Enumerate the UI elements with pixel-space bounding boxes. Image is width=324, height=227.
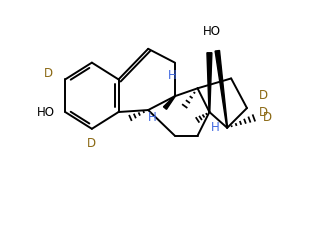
Text: D: D: [87, 137, 97, 150]
Polygon shape: [207, 53, 212, 112]
Text: H: H: [168, 69, 176, 82]
Text: D: D: [259, 106, 268, 118]
Text: H: H: [211, 121, 220, 134]
Text: H: H: [148, 111, 156, 124]
Text: D: D: [44, 67, 53, 80]
Text: HO: HO: [202, 25, 220, 37]
Text: HO: HO: [37, 106, 54, 118]
Polygon shape: [163, 96, 175, 109]
Text: D: D: [259, 89, 268, 102]
Polygon shape: [215, 50, 227, 128]
Text: D: D: [263, 111, 272, 124]
